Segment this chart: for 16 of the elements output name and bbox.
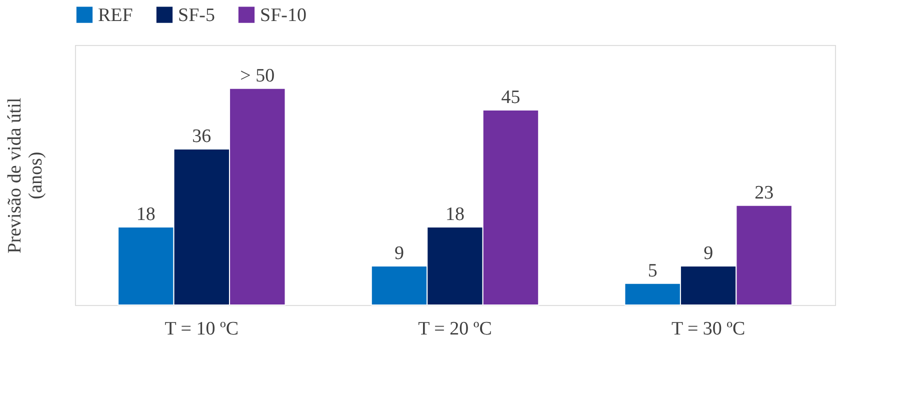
data-label: 18: [446, 204, 464, 225]
x-tick-label: T = 30 ºC: [671, 318, 746, 340]
x-tick-label: T = 10 ºC: [164, 318, 239, 340]
data-label: 5: [648, 260, 658, 282]
data-label: 9: [704, 243, 714, 264]
data-label: 9: [394, 243, 404, 264]
legend-label: SF-5: [178, 4, 215, 26]
legend-label: REF: [98, 4, 133, 26]
data-label: 18: [136, 204, 156, 225]
legend-label: SF-10: [260, 4, 306, 26]
x-tick-label: T = 20 ºC: [418, 318, 492, 340]
data-label: 36: [192, 126, 212, 147]
data-label: 45: [501, 87, 520, 108]
data-label: 23: [754, 182, 774, 204]
data-label: > 50: [240, 65, 275, 86]
y-axis-title: Previsão de vida útil (anos): [4, 98, 46, 254]
